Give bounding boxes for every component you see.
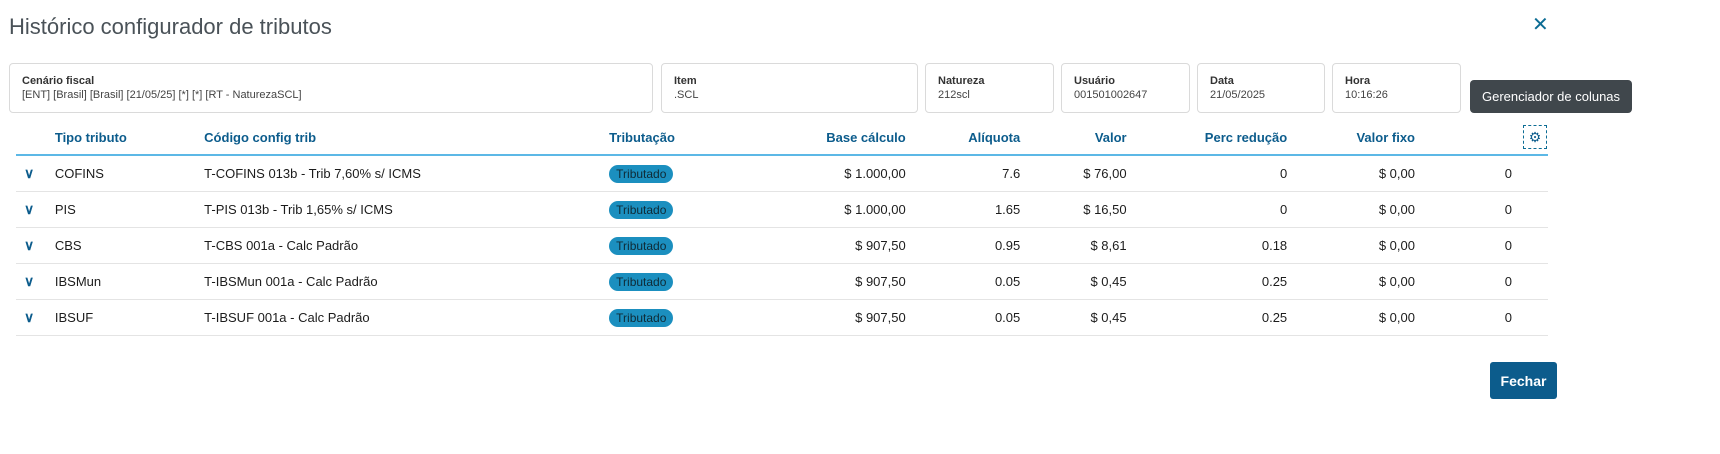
info-label: Usuário [1074, 75, 1115, 87]
info-card: Natureza 212scl [925, 63, 1054, 113]
cell-tipo: IBSUF [54, 299, 205, 336]
info-label: Hora [1345, 75, 1371, 87]
table-row: ∨ IBSMun T-IBSMun 001a - Calc Padrão Tri… [16, 263, 1548, 300]
cell-tipo: PIS [54, 191, 205, 228]
info-label: Data [1210, 75, 1234, 87]
status-badge: Tributado [609, 236, 674, 255]
cell-codigo: T-CBS 001a - Calc Padrão [204, 227, 610, 264]
cell-base: $ 907,50 [783, 227, 906, 264]
status-badge: Tributado [609, 200, 674, 219]
info-card: Cenário fiscal [ENT] [Brasil] [Brasil] [… [9, 63, 653, 113]
col-valor[interactable]: Valor [1020, 120, 1127, 156]
cell-perc: 0.25 [1126, 263, 1288, 300]
cell-tipo: IBSMun [54, 263, 205, 300]
dialog-title: Histórico configurador de tributos [9, 14, 332, 39]
cell-extra: 0 [1415, 155, 1548, 192]
cell-fixo: $ 0,00 [1287, 191, 1415, 228]
cell-aliquota: 0.95 [905, 227, 1021, 264]
cell-aliquota: 7.6 [905, 155, 1021, 192]
status-badge: Tributado [609, 272, 674, 291]
cell-codigo: T-PIS 013b - Trib 1,65% s/ ICMS [204, 191, 610, 228]
table-row: ∨ COFINS T-COFINS 013b - Trib 7,60% s/ I… [16, 155, 1548, 192]
cell-aliquota: 1.65 [905, 191, 1021, 228]
gear-icon[interactable]: ⚙ [1523, 125, 1547, 149]
info-card: Data 21/05/2025 [1197, 63, 1325, 113]
cell-tipo: CBS [54, 227, 205, 264]
cell-codigo: T-COFINS 013b - Trib 7,60% s/ ICMS [204, 155, 610, 192]
info-value: [ENT] [Brasil] [Brasil] [21/05/25] [*] [… [22, 89, 302, 101]
chevron-down-icon[interactable]: ∨ [16, 227, 55, 264]
info-value: 10:16:26 [1345, 89, 1388, 101]
cell-perc: 0.25 [1126, 299, 1288, 336]
col-valor-fixo[interactable]: Valor fixo [1287, 120, 1415, 156]
chevron-down-icon[interactable]: ∨ [16, 263, 55, 300]
cell-valor: $ 16,50 [1020, 191, 1127, 228]
cell-perc: 0.18 [1126, 227, 1288, 264]
cell-extra: 0 [1415, 263, 1548, 300]
cell-extra: 0 [1415, 191, 1548, 228]
info-value: .SCL [674, 89, 699, 101]
col-base[interactable]: Base cálculo [783, 120, 906, 156]
info-label: Natureza [938, 75, 985, 87]
info-value: 21/05/2025 [1210, 89, 1266, 101]
col-tributacao[interactable]: Tributação [609, 120, 783, 156]
cell-extra: 0 [1415, 227, 1548, 264]
cell-base: $ 907,50 [783, 299, 906, 336]
chevron-down-icon[interactable]: ∨ [16, 299, 55, 336]
status-badge: Tributado [609, 164, 674, 183]
table-row: ∨ IBSUF T-IBSUF 001a - Calc Padrão Tribu… [16, 299, 1548, 336]
status-badge: Tributado [609, 308, 674, 327]
cell-fixo: $ 0,00 [1287, 299, 1415, 336]
cell-valor: $ 8,61 [1020, 227, 1127, 264]
info-value: 212scl [938, 89, 970, 101]
cell-tipo: COFINS [54, 155, 205, 192]
info-label: Item [674, 75, 697, 87]
info-value: 001501002647 [1074, 89, 1148, 101]
info-card: Usuário 001501002647 [1061, 63, 1190, 113]
cell-perc: 0 [1126, 155, 1288, 192]
table-header: Tipo tributo Código config trib Tributaç… [16, 120, 1548, 156]
col-codigo[interactable]: Código config trib [204, 120, 610, 156]
cell-extra: 0 [1415, 299, 1548, 336]
info-label: Cenário fiscal [22, 75, 95, 87]
cell-fixo: $ 0,00 [1287, 263, 1415, 300]
cell-base: $ 1.000,00 [783, 155, 906, 192]
table-row: ∨ PIS T-PIS 013b - Trib 1,65% s/ ICMS Tr… [16, 191, 1548, 228]
close-button[interactable]: Fechar [1490, 362, 1557, 399]
cell-aliquota: 0.05 [905, 263, 1021, 300]
chevron-down-icon[interactable]: ∨ [16, 191, 55, 228]
table-row: ∨ CBS T-CBS 001a - Calc Padrão Tributado… [16, 227, 1548, 264]
cell-aliquota: 0.05 [905, 299, 1021, 336]
col-tipo[interactable]: Tipo tributo [54, 120, 205, 156]
cell-valor: $ 0,45 [1020, 299, 1127, 336]
cell-codigo: T-IBSMun 001a - Calc Padrão [204, 263, 610, 300]
cell-valor: $ 76,00 [1020, 155, 1127, 192]
info-card: Hora 10:16:26 [1332, 63, 1461, 113]
col-perc-reducao[interactable]: Perc redução [1126, 120, 1288, 156]
close-icon[interactable]: ✕ [1532, 14, 1549, 36]
tooltip: Gerenciador de colunas [1470, 80, 1633, 113]
chevron-down-icon[interactable]: ∨ [16, 155, 55, 192]
tax-table: Tipo tributo Código config trib Tributaç… [16, 120, 1548, 336]
cell-base: $ 907,50 [783, 263, 906, 300]
cell-valor: $ 0,45 [1020, 263, 1127, 300]
cell-fixo: $ 0,00 [1287, 155, 1415, 192]
cell-base: $ 1.000,00 [783, 191, 906, 228]
cell-fixo: $ 0,00 [1287, 227, 1415, 264]
info-card: Item .SCL [661, 63, 918, 113]
cell-codigo: T-IBSUF 001a - Calc Padrão [204, 299, 610, 336]
col-aliquota[interactable]: Alíquota [905, 120, 1021, 156]
cell-perc: 0 [1126, 191, 1288, 228]
